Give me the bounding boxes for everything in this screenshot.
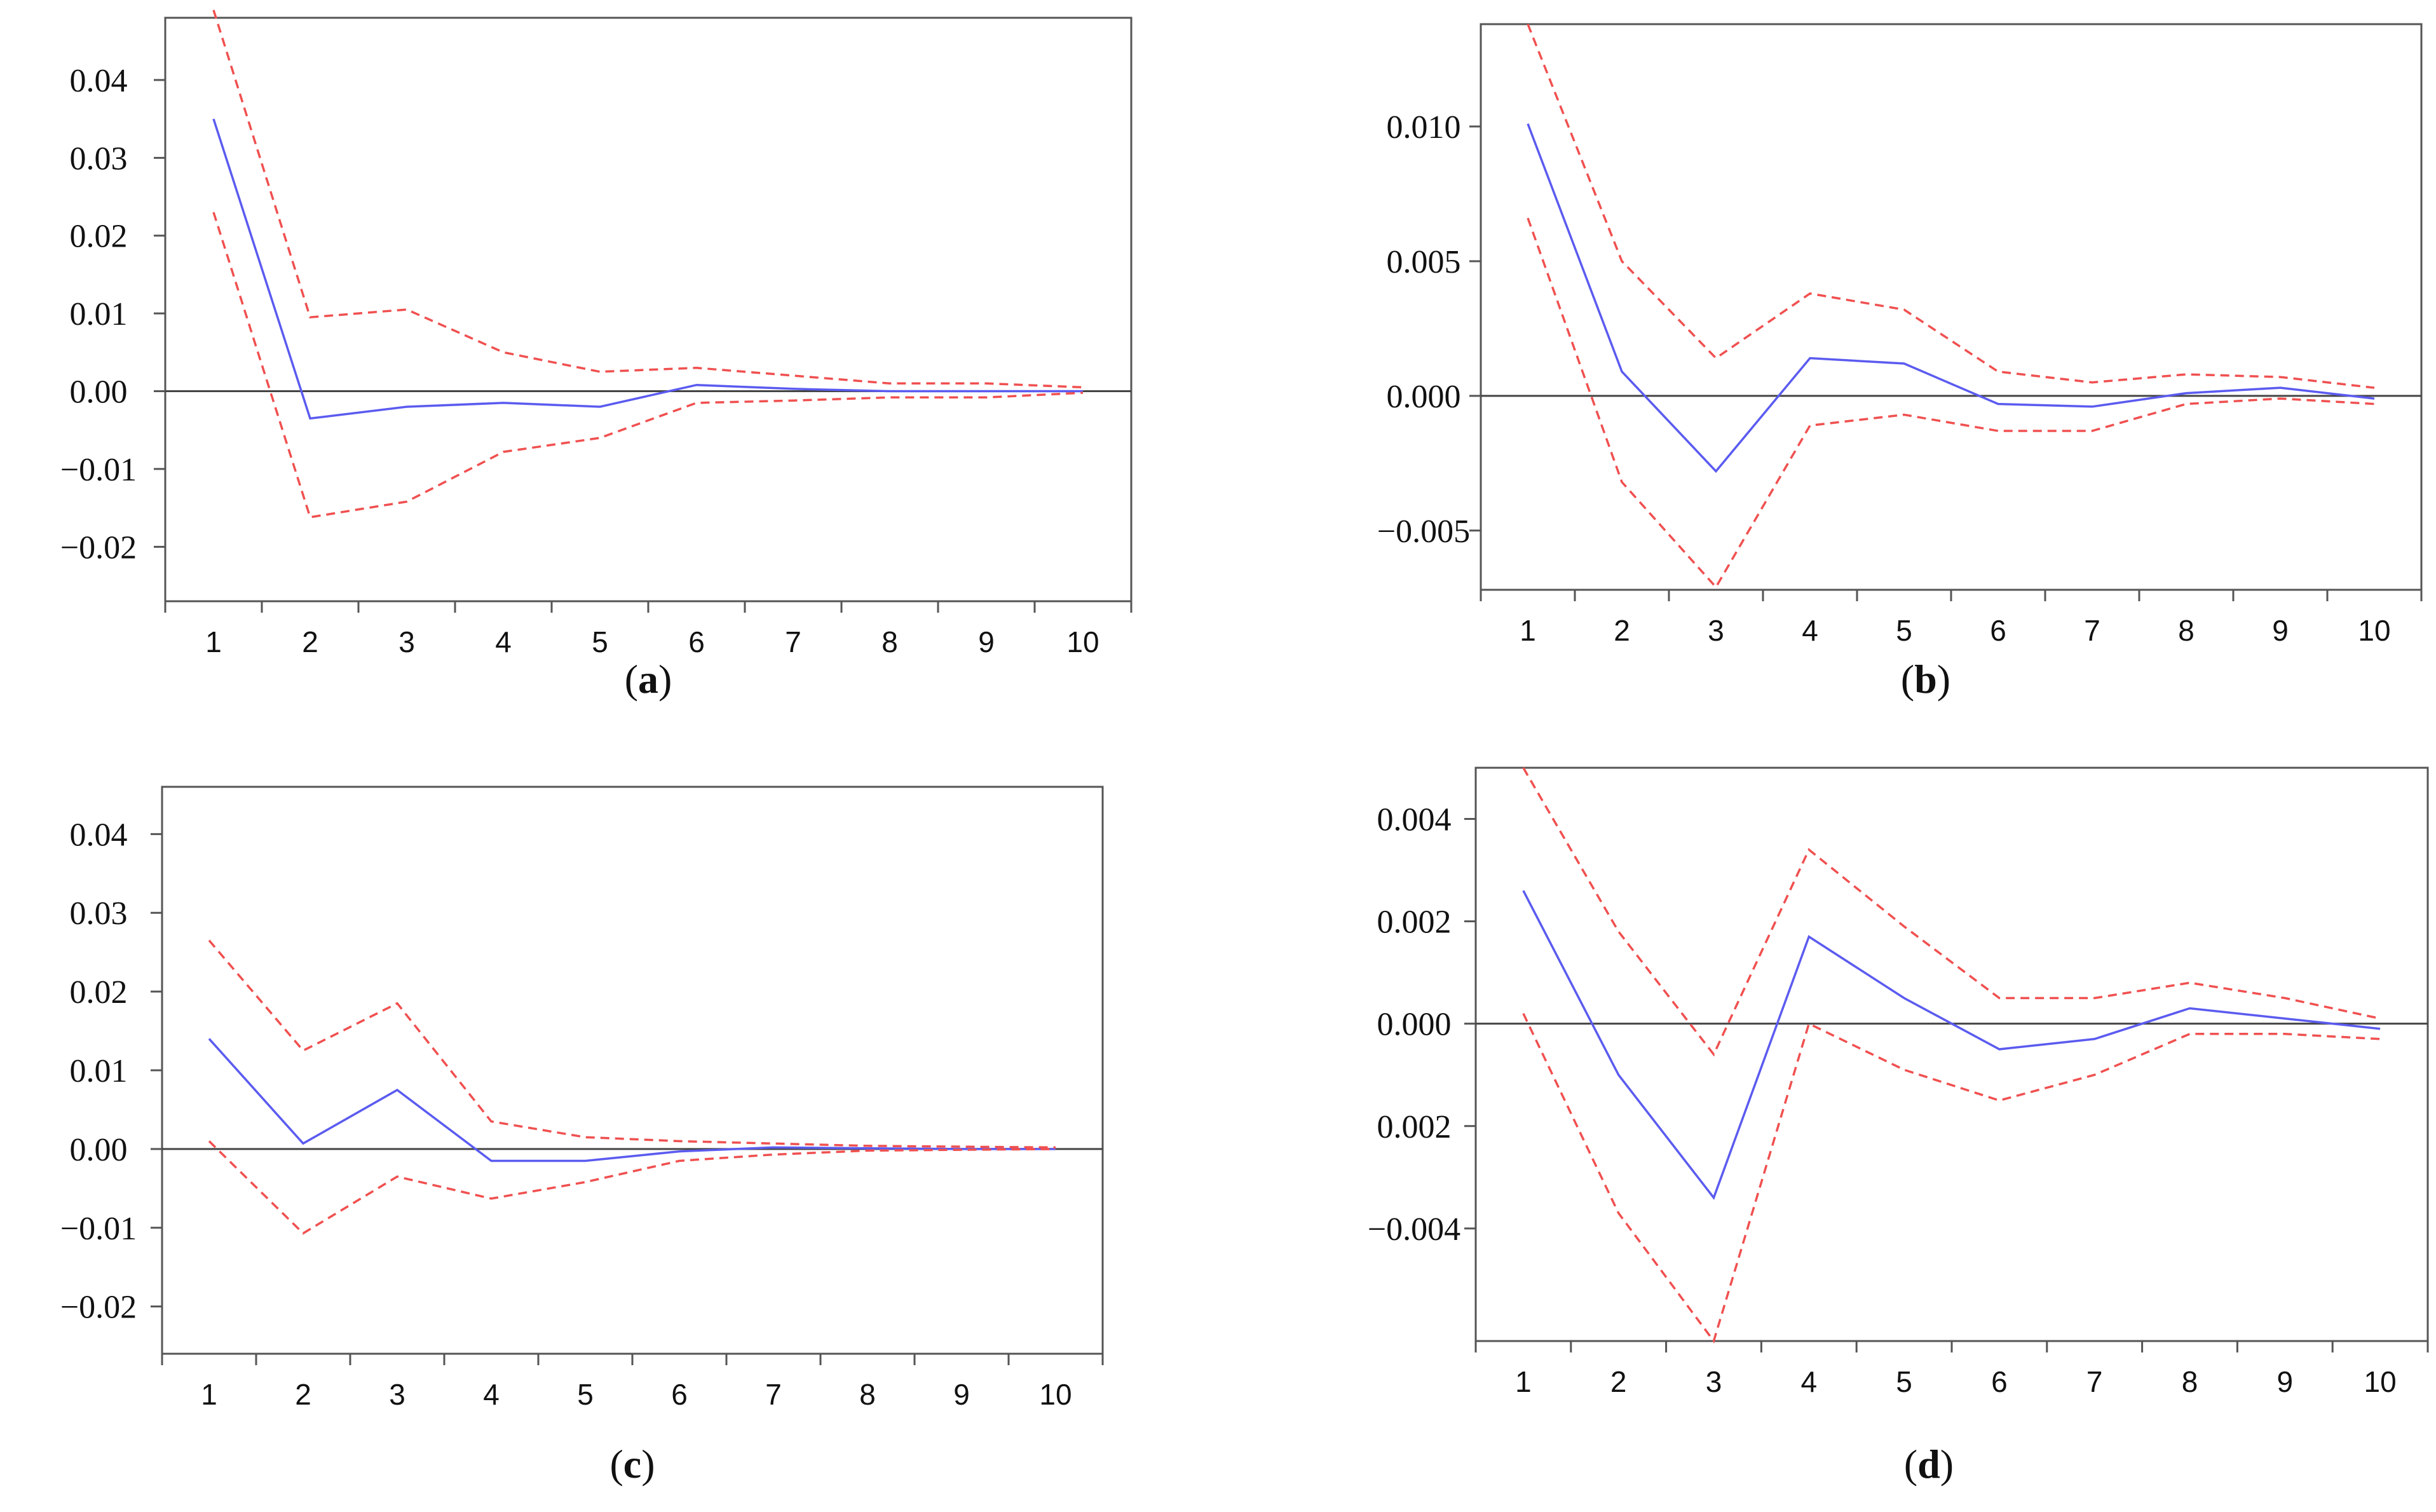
- x-tick-label: 4: [1802, 614, 1818, 647]
- x-tick-label: 5: [592, 625, 608, 658]
- x-tick-label: 8: [881, 625, 898, 658]
- x-tick-label: 1: [1515, 1365, 1532, 1398]
- confidence-band-line: [1527, 217, 2375, 589]
- x-tick-label: 6: [671, 1378, 688, 1411]
- x-tick-label: 3: [389, 1378, 405, 1411]
- plot-frame: [1474, 766, 2429, 1342]
- confidence-band-line: [1522, 1012, 2381, 1344]
- x-tick-label: 9: [978, 625, 995, 658]
- x-tick-label: 10: [1039, 1378, 1072, 1411]
- x-tick-label: 2: [295, 1378, 311, 1411]
- y-tick-label: −0.01: [60, 1211, 137, 1247]
- y-tick-label: −0.02: [60, 1290, 137, 1326]
- plot-frame: [164, 17, 1133, 603]
- y-tick-label: −0.005: [1377, 514, 1470, 550]
- plot-frame: [161, 786, 1104, 1355]
- x-tick-label: 10: [2364, 1365, 2397, 1398]
- x-tick-label: 3: [1708, 614, 1724, 647]
- y-tick-label: 0.02: [70, 219, 128, 255]
- confidence-band-line: [212, 10, 1084, 389]
- y-tick-label: 0.01: [70, 1053, 128, 1089]
- impulse-response-line: [208, 1038, 1056, 1162]
- panel-caption: (b): [1901, 657, 1950, 702]
- x-tick-label: 3: [1706, 1365, 1722, 1398]
- panel-c: 0.04 0.03 0.02 0.01 0.00 −0.01 −0.02 1 2 3 4 5 6 7 8 9 1…: [60, 786, 1104, 1487]
- x-tick-label: 5: [1896, 614, 1912, 647]
- y-tick-label: 0.04: [70, 63, 128, 99]
- x-tick-label: 4: [483, 1378, 500, 1411]
- y-tick-label: 0.004: [1377, 802, 1452, 838]
- y-tick-label: −0.01: [60, 452, 137, 488]
- panel-d: 0.004 0.002 0.000 0.002 −0.004 1 2 3 4 5 6 7 8 9 10 (d): [1368, 766, 2429, 1487]
- x-tick-label: 6: [688, 625, 705, 658]
- y-tick-label: 0.002: [1377, 1109, 1452, 1145]
- panel-caption-letter: a: [638, 657, 658, 702]
- x-tick-label: 7: [785, 625, 801, 658]
- x-tick-label: 7: [765, 1378, 782, 1411]
- impulse-response-line: [212, 118, 1083, 420]
- x-tick-label: 10: [1066, 625, 1099, 658]
- x-tick-label: 6: [1990, 614, 2006, 647]
- impulse-response-line: [1522, 890, 2381, 1201]
- panel-b: 0.010 0.005 0.000 −0.005 1 2 3 4 5 6 7 8 9 10 (b): [1377, 23, 2423, 702]
- x-tick-label: 8: [2178, 614, 2194, 647]
- x-tick-label: 1: [205, 625, 222, 658]
- x-tick-label: 2: [302, 625, 318, 658]
- panel-caption-letter: d: [1917, 1441, 1940, 1487]
- y-tick-label: 0.000: [1377, 1007, 1452, 1043]
- x-tick-label: 1: [201, 1378, 217, 1411]
- y-tick-label: 0.00: [70, 374, 128, 411]
- y-tick-label: 0.01: [70, 296, 128, 332]
- impulse-response-line: [1527, 123, 2375, 473]
- y-tick-label: −0.004: [1368, 1211, 1460, 1248]
- panel-a: 0.04 0.03 0.02 0.01 0.00 −0.01 −0.02 1 2 3 4 5 6 7 8 9 1…: [60, 10, 1133, 702]
- x-tick-label: 2: [1610, 1365, 1627, 1398]
- panel-caption: (a): [625, 657, 672, 702]
- y-tick-label: 0.000: [1387, 379, 1461, 415]
- x-tick-label: 8: [2182, 1365, 2198, 1398]
- confidence-band-line: [212, 212, 1084, 519]
- confidence-band-line: [208, 1140, 1056, 1235]
- x-tick-label: 3: [398, 625, 415, 658]
- y-tick-label: 0.03: [70, 896, 128, 932]
- y-tick-label: 0.02: [70, 974, 128, 1011]
- x-tick-label: 1: [1520, 614, 1536, 647]
- panel-caption: (d): [1904, 1441, 1954, 1487]
- x-tick-label: 4: [1801, 1365, 1818, 1398]
- y-tick-label: 0.03: [70, 140, 128, 177]
- plot-frame: [1480, 23, 2423, 591]
- y-tick-label: 0.002: [1377, 904, 1452, 941]
- x-tick-label: 9: [953, 1378, 970, 1411]
- confidence-band-line: [1522, 767, 2381, 1057]
- x-tick-label: 4: [495, 625, 512, 658]
- x-tick-label: 10: [2358, 614, 2390, 647]
- confidence-band-line: [1527, 24, 2375, 389]
- confidence-band-line: [208, 939, 1056, 1149]
- x-tick-label: 6: [1991, 1365, 2008, 1398]
- y-tick-label: 0.04: [70, 817, 128, 853]
- panel-caption: (c): [609, 1441, 655, 1487]
- x-tick-label: 5: [1896, 1365, 1912, 1398]
- panel-caption-letter: c: [623, 1441, 641, 1487]
- x-tick-label: 7: [2086, 1365, 2103, 1398]
- panel-caption-letter: b: [1914, 657, 1937, 702]
- x-tick-label: 8: [859, 1378, 876, 1411]
- x-tick-label: 2: [1614, 614, 1630, 647]
- y-tick-label: 0.00: [70, 1132, 128, 1168]
- x-tick-label: 9: [2272, 614, 2289, 647]
- y-tick-label: 0.010: [1387, 109, 1461, 146]
- x-tick-label: 5: [577, 1378, 594, 1411]
- x-tick-label: 7: [2084, 614, 2100, 647]
- y-tick-label: 0.005: [1387, 244, 1461, 280]
- y-tick-label: −0.02: [60, 529, 137, 566]
- x-tick-label: 9: [2277, 1365, 2294, 1398]
